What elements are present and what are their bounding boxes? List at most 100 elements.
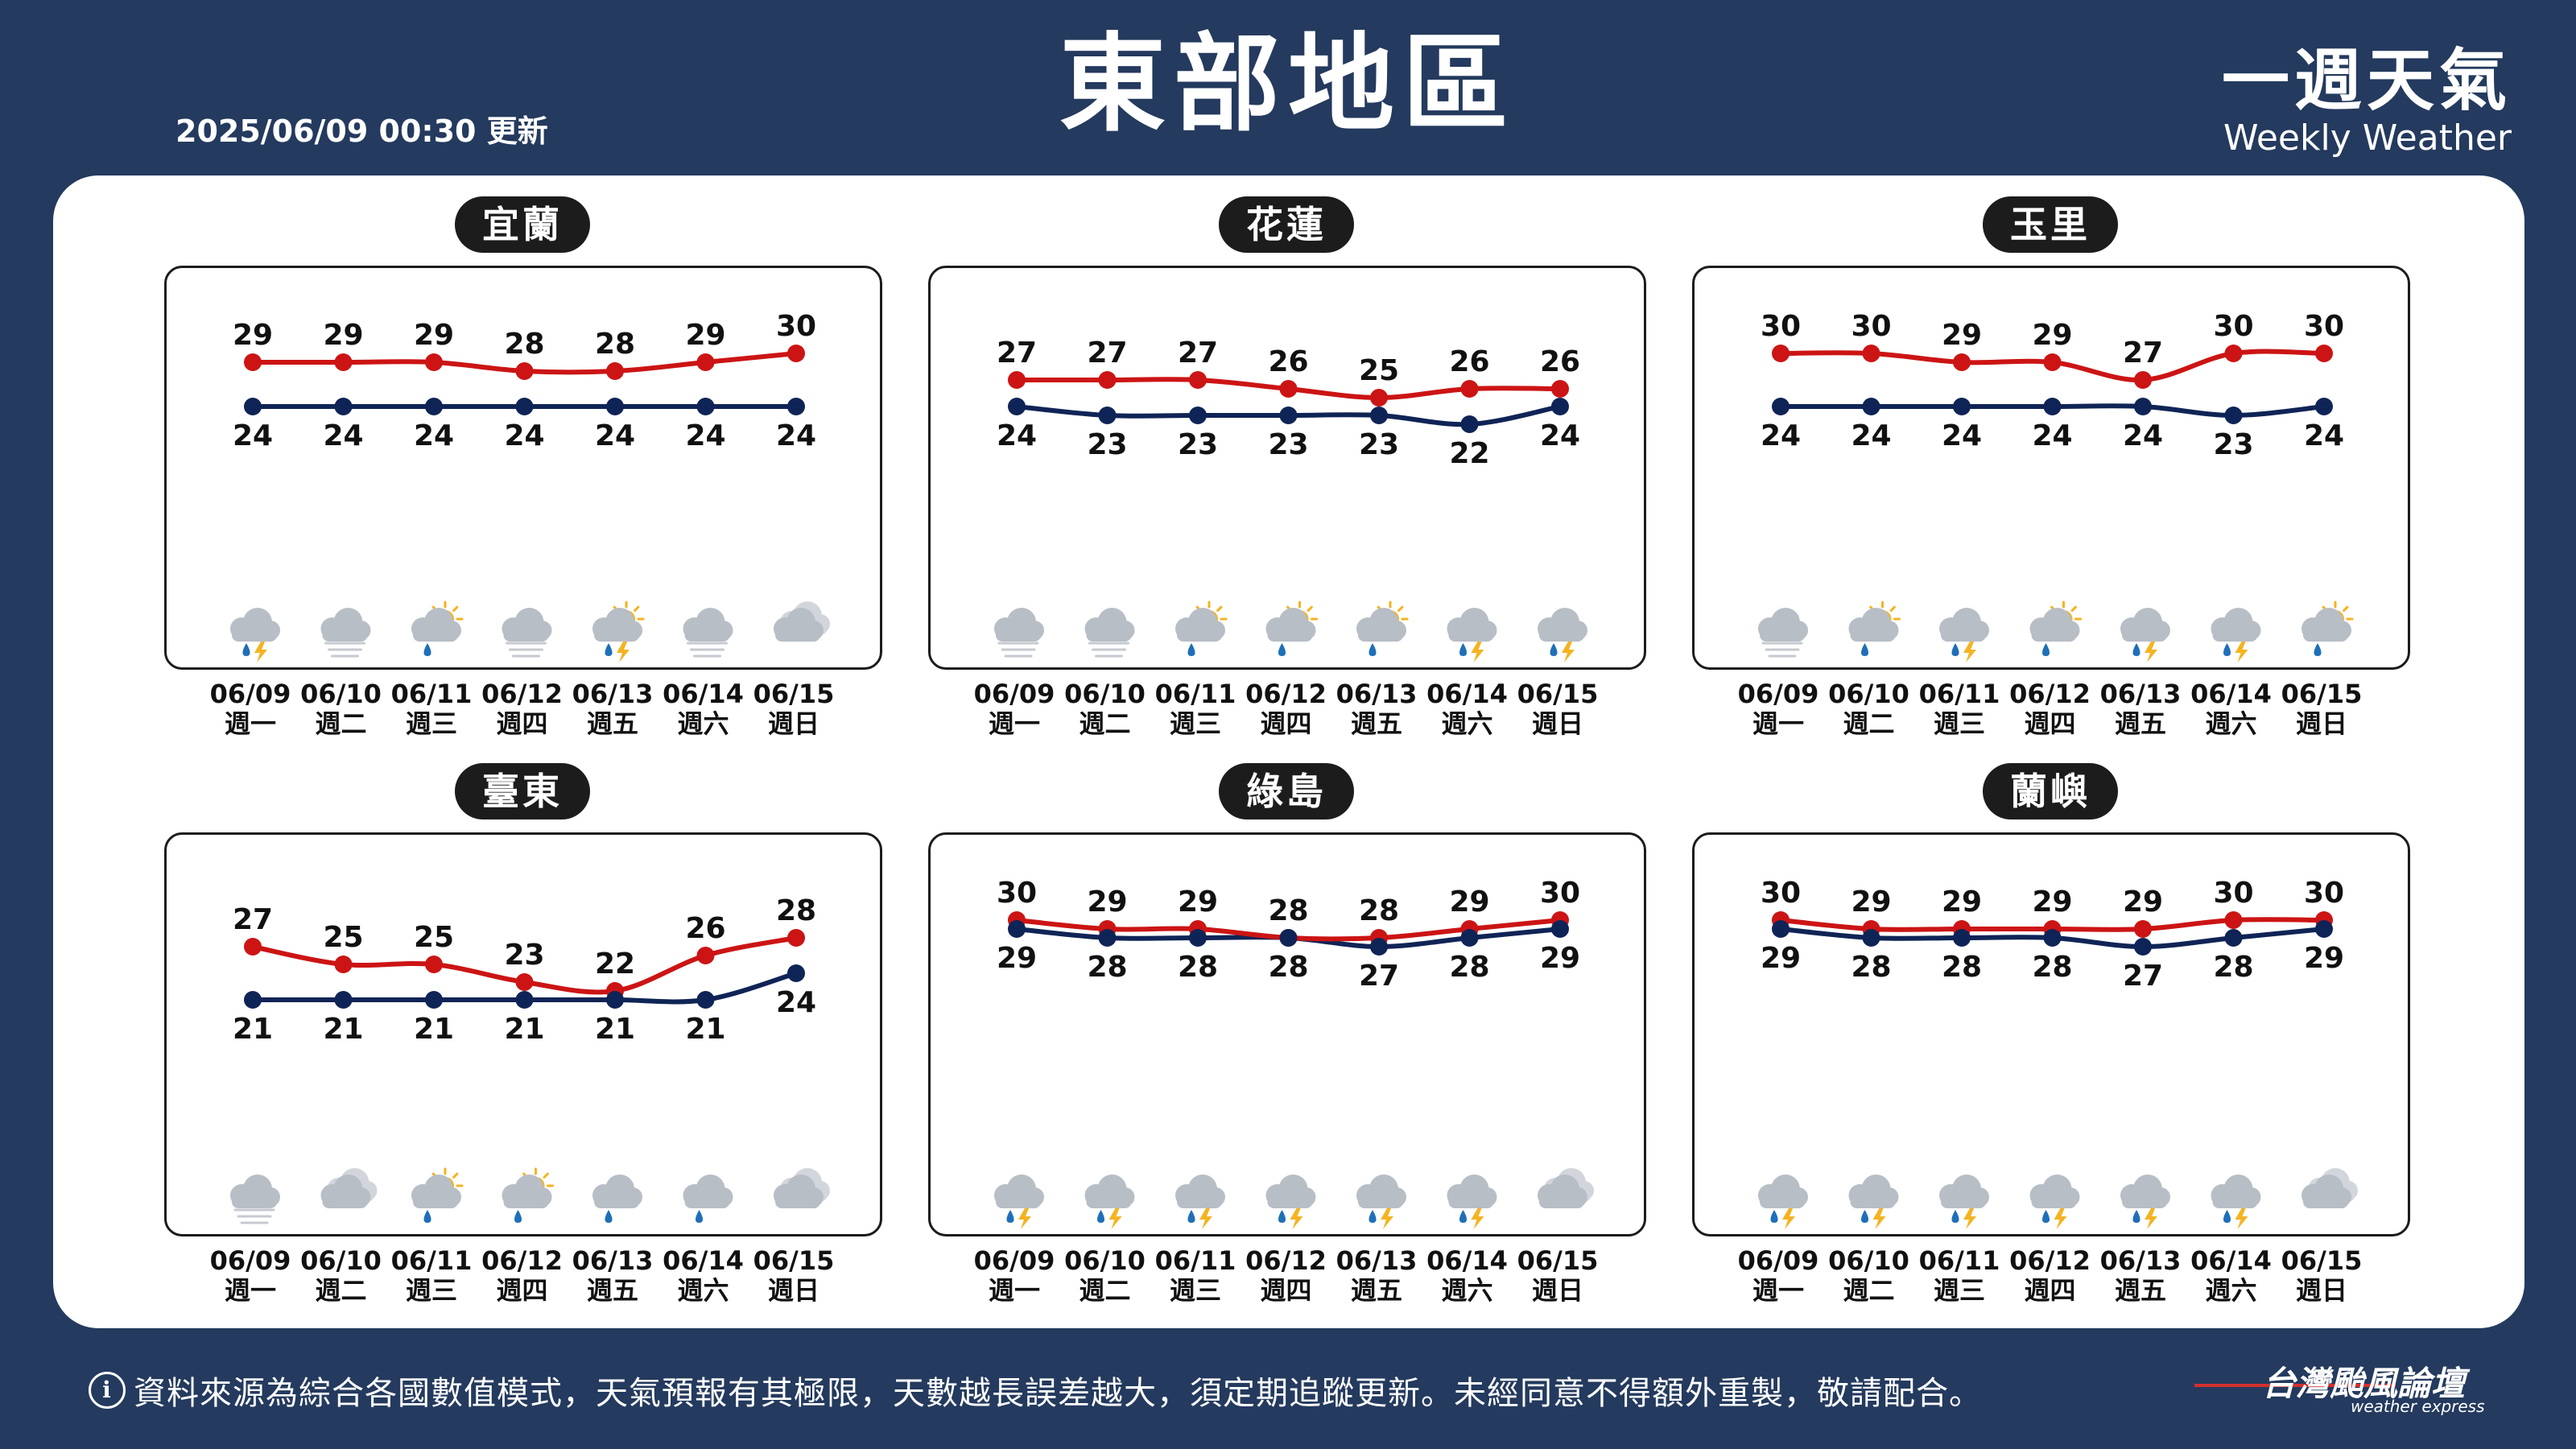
- fog-icon: [1084, 608, 1135, 658]
- high-temp-label: 28: [776, 894, 816, 927]
- fog-icon: [1758, 608, 1808, 658]
- weekday-label: 週日: [2295, 708, 2347, 739]
- high-temp-point: [515, 973, 534, 991]
- high-temp-label: 29: [1178, 886, 1218, 919]
- day-column: 06/10 週二: [1824, 679, 1914, 739]
- logo-accent-line: [2194, 1384, 2396, 1387]
- cloudy-icon: [2301, 1168, 2358, 1208]
- weekday-label: 週三: [405, 708, 457, 739]
- day-column: 06/15 週日: [2277, 1246, 2367, 1306]
- high-temp-point: [1008, 371, 1026, 389]
- weekday-label: 週日: [2295, 1275, 2347, 1306]
- low-temp-label: 24: [233, 419, 273, 452]
- weekday-label: 週六: [1441, 708, 1493, 739]
- low-temp-point: [1953, 398, 1971, 415]
- location-label: 宜蘭: [455, 196, 590, 253]
- low-temp-point: [1460, 929, 1479, 947]
- high-temp-label: 30: [997, 877, 1037, 910]
- weekday-label: 週三: [1169, 1275, 1221, 1306]
- high-temp-point: [425, 956, 443, 973]
- low-temp-point: [1098, 407, 1117, 424]
- day-column: 06/12 週四: [2005, 679, 2095, 739]
- low-temp-label: 23: [2213, 428, 2253, 461]
- low-temp-point: [1279, 929, 1298, 947]
- date-label: 06/15: [1517, 1245, 1599, 1276]
- date-label: 06/09: [973, 679, 1055, 709]
- low-temp-point: [1862, 929, 1880, 947]
- low-temp-point: [2134, 398, 2152, 415]
- date-label: 06/10: [300, 679, 382, 709]
- high-temp-label: 29: [323, 319, 363, 352]
- date-label: 06/11: [390, 1245, 473, 1276]
- weekday-label: 週一: [1752, 1275, 1804, 1306]
- date-label: 06/14: [1426, 1245, 1508, 1276]
- day-column: 06/15 週日: [749, 1246, 839, 1306]
- day-column: 06/11 週三: [386, 1246, 477, 1306]
- high-temp-point: [2224, 911, 2243, 929]
- low-temp-point: [2224, 929, 2243, 947]
- weekday-label: 週日: [767, 1275, 819, 1306]
- weekday-label: 週四: [2024, 1275, 2076, 1306]
- thunder-rain-icon: [2211, 608, 2261, 663]
- temperature-chart: 27 25 25 23 22 26 28 21 21 21 21 21 21 24: [230, 894, 830, 1224]
- low-temp-label: 24: [2304, 419, 2344, 452]
- low-temp-point: [1460, 415, 1479, 433]
- date-label: 06/13: [2099, 679, 2182, 709]
- high-temp-label: 22: [595, 947, 635, 980]
- weekday-label: 週一: [988, 708, 1040, 739]
- high-temp-point: [1279, 380, 1298, 398]
- location-label: 花蓮: [1219, 196, 1354, 253]
- location-label: 玉里: [1983, 196, 2118, 253]
- low-temp-point: [787, 398, 805, 415]
- chart-box: 30 30 29 29 27 30 30 24 24 24 24 24 23 24: [1692, 266, 2410, 670]
- weekday-label: 週二: [1843, 1275, 1895, 1306]
- date-label: 06/11: [390, 679, 473, 709]
- low-temp-label: 28: [1851, 951, 1891, 984]
- date-label: 06/15: [753, 1245, 835, 1276]
- temperature-chart: 30 29 29 29 29 30 30 29 28 28 28 27 28 29: [1758, 877, 2358, 1229]
- weekday-label: 週四: [496, 1275, 548, 1306]
- low-temp-point: [1189, 929, 1207, 947]
- low-temp-point: [334, 991, 353, 1009]
- high-temp-point: [2134, 920, 2152, 938]
- day-column: 06/12 週四: [477, 1246, 568, 1306]
- low-temp-point: [787, 964, 805, 982]
- date-label: 06/11: [1154, 1245, 1236, 1276]
- weekday-label: 週一: [1752, 708, 1804, 739]
- high-temp-label: 23: [504, 939, 544, 972]
- date-label: 06/12: [481, 1245, 563, 1276]
- weekday-label: 週三: [1933, 708, 1985, 739]
- high-temp-point: [244, 938, 262, 956]
- day-column: 06/15 週日: [749, 679, 839, 739]
- temperature-chart: 30 29 29 28 28 29 30 29 28 28 28 27 28 29: [994, 877, 1594, 1229]
- low-temp-label: 24: [776, 419, 816, 452]
- fog-icon: [502, 608, 552, 658]
- location-label: 蘭嶼: [1983, 763, 2118, 819]
- low-temp-label: 23: [1268, 428, 1308, 461]
- day-column: 06/14 週六: [658, 1246, 749, 1306]
- high-temp-label: 27: [2123, 336, 2163, 369]
- high-temp-point: [787, 929, 805, 947]
- fog-icon: [320, 608, 371, 658]
- high-temp-label: 25: [414, 921, 454, 954]
- weekday-label: 週日: [767, 708, 819, 739]
- low-temp-point: [696, 398, 715, 415]
- low-temp-point: [606, 991, 624, 1009]
- day-column: 06/14 週六: [2186, 1246, 2277, 1306]
- thunder-rain-icon: [2120, 1174, 2170, 1229]
- low-temp-label: 24: [595, 419, 635, 452]
- high-temp-point: [787, 345, 805, 362]
- day-column: 06/14 週六: [658, 679, 749, 739]
- low-temp-point: [1953, 929, 1971, 947]
- high-temp-point: [1370, 389, 1388, 407]
- date-label: 06/12: [2009, 1245, 2091, 1276]
- high-temp-label: 29: [2123, 886, 2163, 919]
- day-column: 06/12 週四: [1241, 679, 1331, 739]
- date-label: 06/13: [572, 1245, 654, 1276]
- day-labels: 06/09 週一 06/10 週二 06/11 週三 06/12 週四 06/13 週五 06/14…: [928, 679, 1645, 744]
- weekday-label: 週六: [2205, 708, 2257, 739]
- weekday-label: 週六: [1441, 1275, 1493, 1306]
- thunder-rain-icon: [2120, 608, 2170, 663]
- weekday-label: 週二: [315, 708, 367, 739]
- low-temp-label: 28: [1268, 951, 1308, 984]
